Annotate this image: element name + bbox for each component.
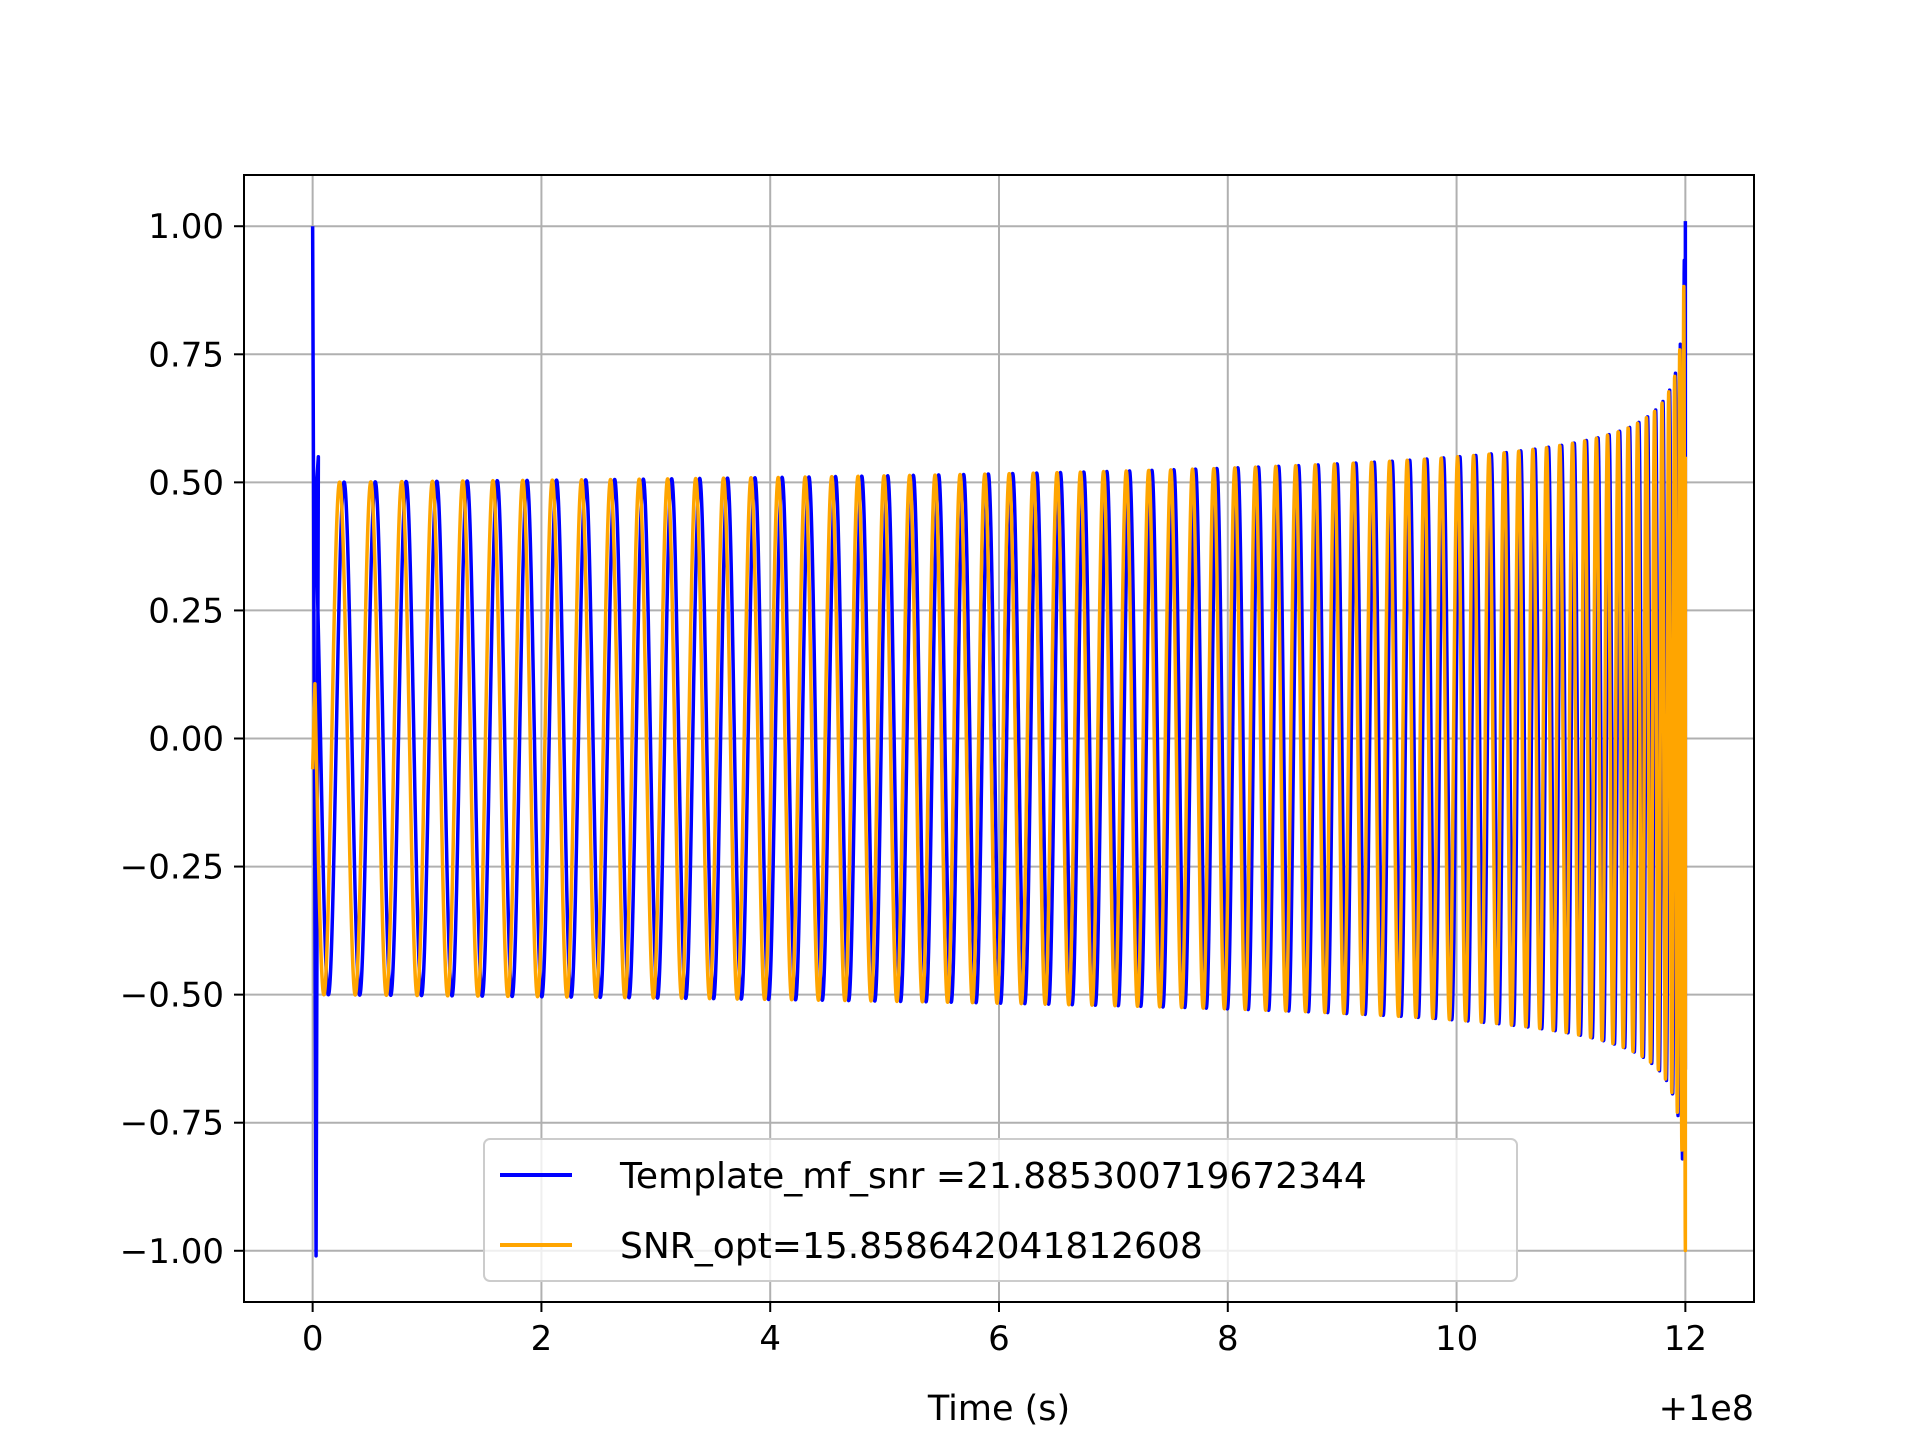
x-tick-label: 6 bbox=[988, 1319, 1010, 1359]
y-tick-label: −0.50 bbox=[120, 976, 224, 1016]
legend-box bbox=[483, 1138, 1518, 1282]
legend: Template_mf_snr =21.885300719672344 SNR_… bbox=[483, 1138, 1518, 1282]
x-tick-label: 10 bbox=[1435, 1319, 1478, 1359]
x-tick-label: 4 bbox=[759, 1319, 781, 1359]
y-tick-label: 0.25 bbox=[148, 591, 224, 631]
series-layer bbox=[310, 221, 1688, 1258]
y-tick-label: 1.00 bbox=[148, 207, 224, 247]
x-tick-label: 8 bbox=[1217, 1319, 1239, 1359]
legend-label-snr-opt: SNR_opt=15.858642041812608 bbox=[620, 1226, 1203, 1267]
y-tick-label: 0.00 bbox=[148, 720, 224, 760]
x-axis-label: Time (s) bbox=[927, 1389, 1070, 1429]
x-tick-label: 0 bbox=[302, 1319, 324, 1359]
series-line-template bbox=[310, 221, 1688, 1258]
y-tick-label: 0.50 bbox=[148, 463, 224, 503]
legend-label-template: Template_mf_snr =21.885300719672344 bbox=[619, 1156, 1367, 1197]
y-tick-label: 0.75 bbox=[148, 335, 224, 375]
y-tick-label: −1.00 bbox=[120, 1232, 224, 1272]
y-tick-label: −0.25 bbox=[120, 848, 224, 888]
tick-layer: 0 2 4 6 8 10 12 1.00 0.75 0.50 0.25 0.00 −0.25 −0.50 −… bbox=[120, 207, 1707, 1359]
x-tick-label: 12 bbox=[1664, 1319, 1707, 1359]
x-axis-offset-label: +1e8 bbox=[1659, 1389, 1754, 1429]
y-tick-label: −0.75 bbox=[120, 1104, 224, 1144]
x-tick-label: 2 bbox=[531, 1319, 553, 1359]
series-line-snr-opt bbox=[310, 284, 1688, 1253]
